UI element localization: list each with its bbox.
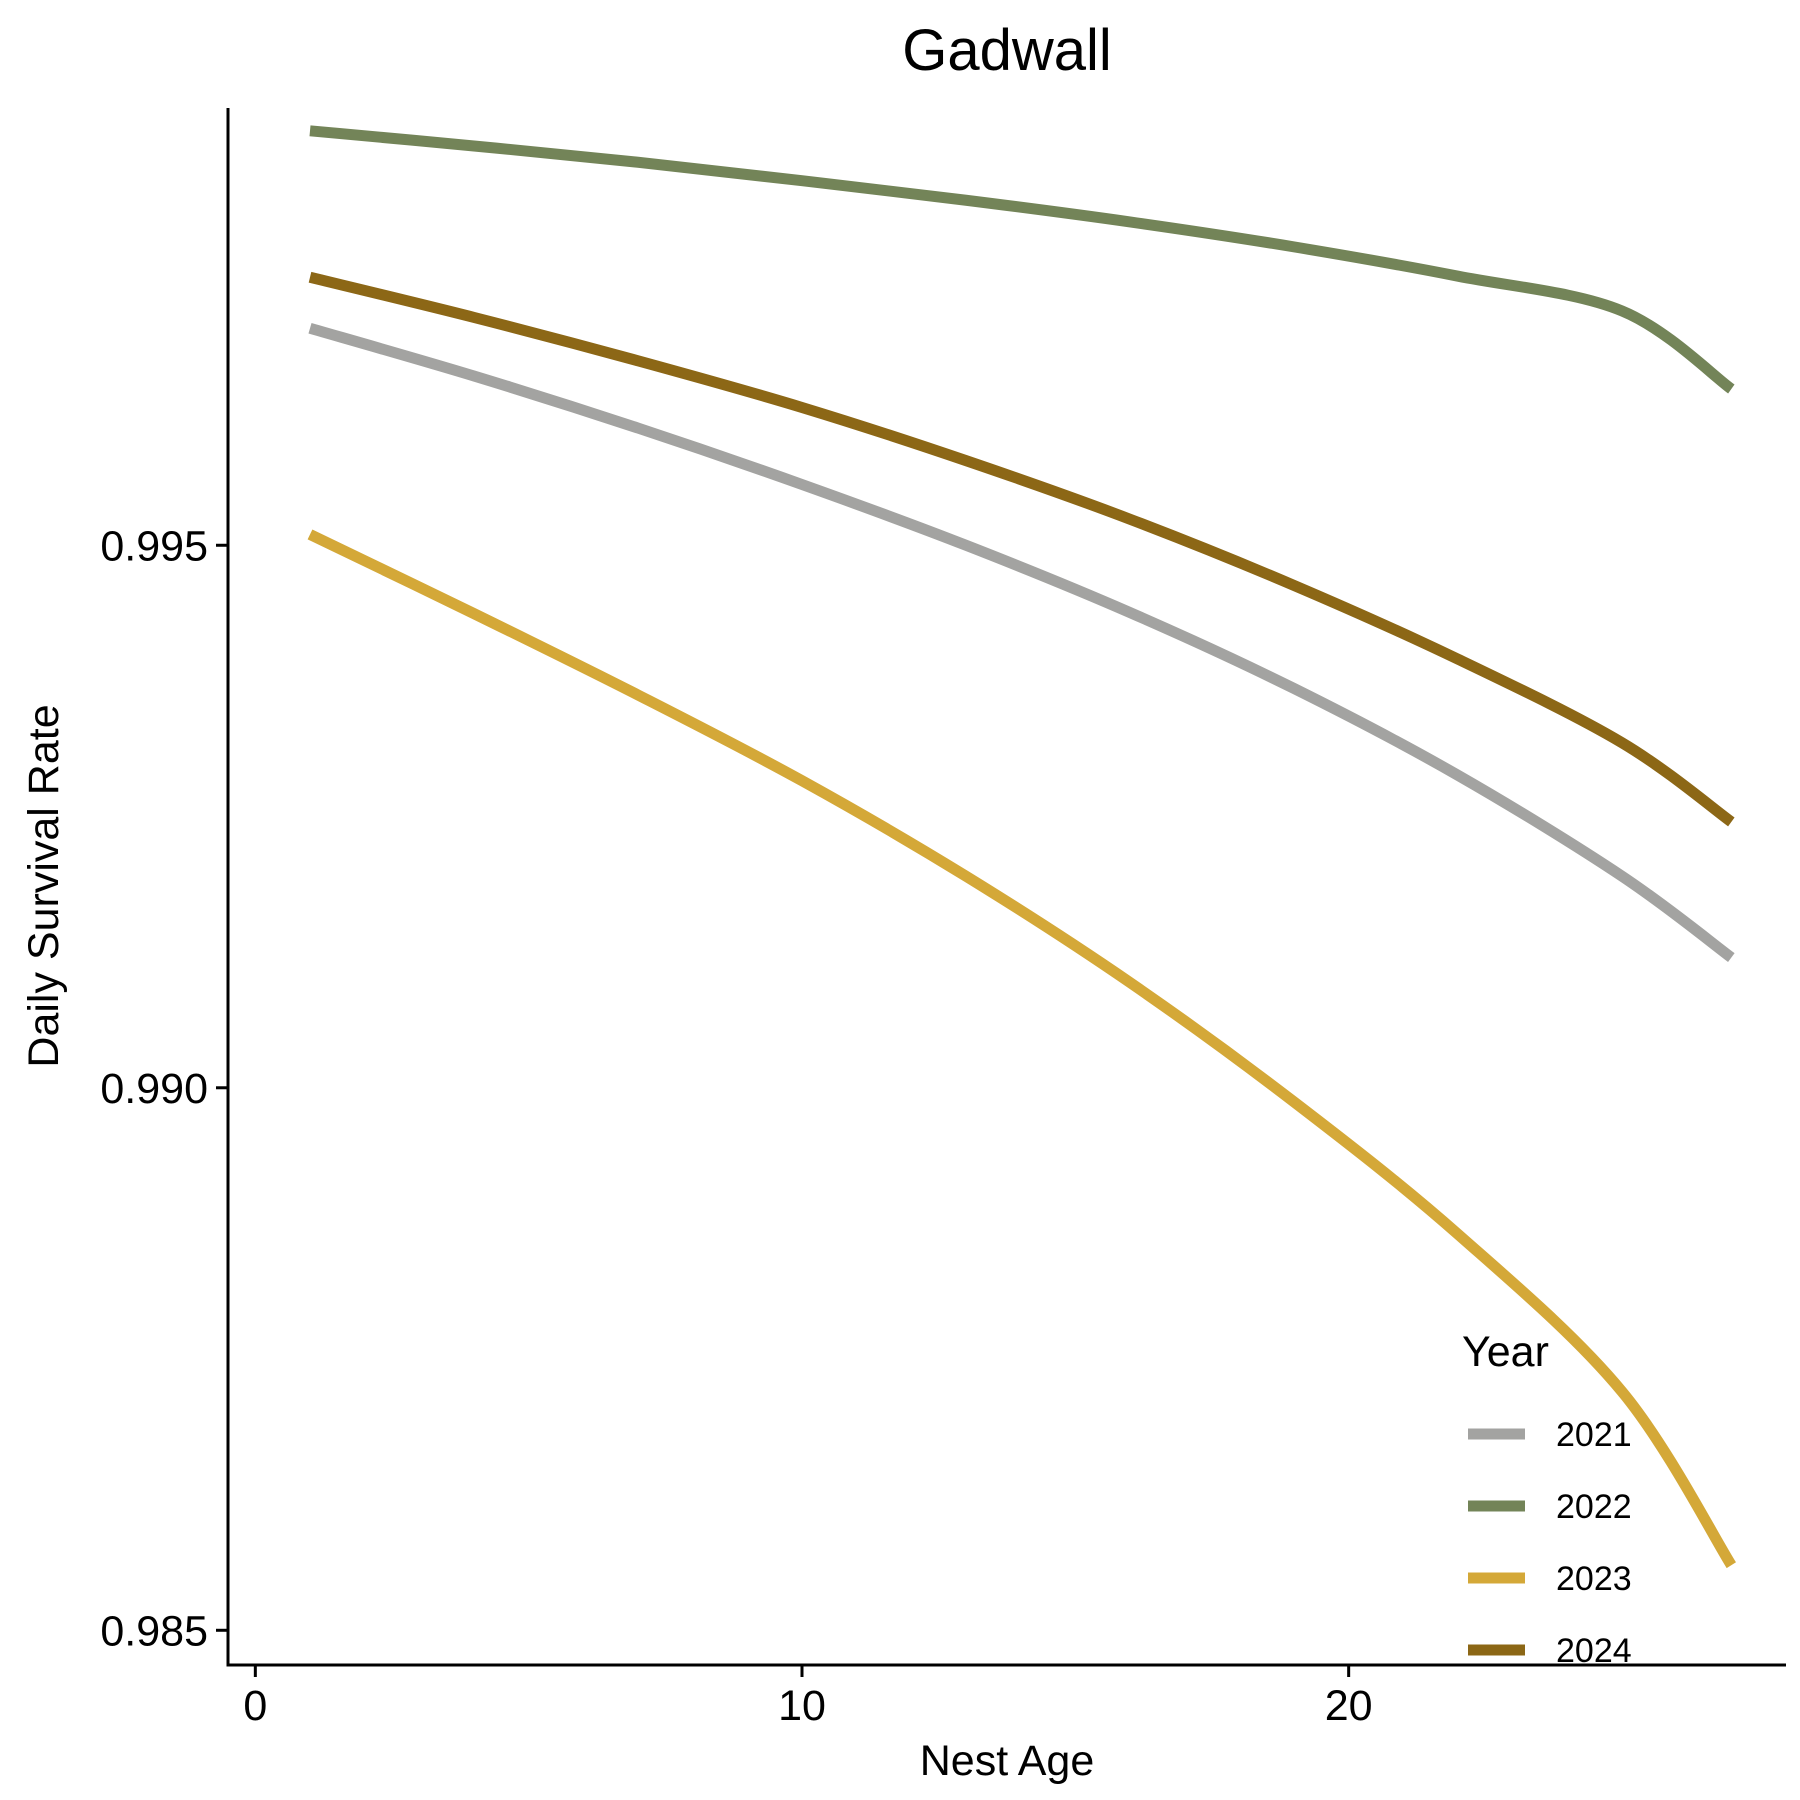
x-tick-label: 20 bbox=[1325, 1682, 1373, 1730]
x-tick-label: 0 bbox=[243, 1682, 267, 1730]
legend-label-2023: 2023 bbox=[1556, 1560, 1632, 1598]
x-axis-title: Nest Age bbox=[920, 1737, 1095, 1785]
y-axis-title: Daily Survival Rate bbox=[20, 704, 68, 1067]
y-ticks: 0.985 0.990 0.995 bbox=[100, 522, 228, 1655]
y-tick-label: 0.990 bbox=[100, 1065, 208, 1113]
legend-label-2024: 2024 bbox=[1556, 1632, 1632, 1670]
y-tick-label: 0.995 bbox=[100, 522, 208, 570]
legend-label-2021: 2021 bbox=[1556, 1416, 1632, 1454]
series-layer bbox=[307, 125, 1736, 1569]
y-tick-label: 0.985 bbox=[100, 1607, 208, 1655]
series-line-2024 bbox=[308, 271, 1735, 827]
legend-label-2022: 2022 bbox=[1556, 1488, 1632, 1526]
legend: Year 2021 2022 2023 2024 bbox=[1462, 1328, 1632, 1670]
chart-title: Gadwall bbox=[902, 18, 1112, 83]
legend-title: Year bbox=[1462, 1328, 1549, 1376]
x-ticks: 0 10 20 bbox=[243, 1665, 1373, 1730]
series-line-2023 bbox=[307, 529, 1736, 1569]
x-tick-label: 10 bbox=[778, 1682, 826, 1730]
series-line-2021 bbox=[308, 322, 1735, 962]
series-line-2022 bbox=[309, 125, 1735, 394]
